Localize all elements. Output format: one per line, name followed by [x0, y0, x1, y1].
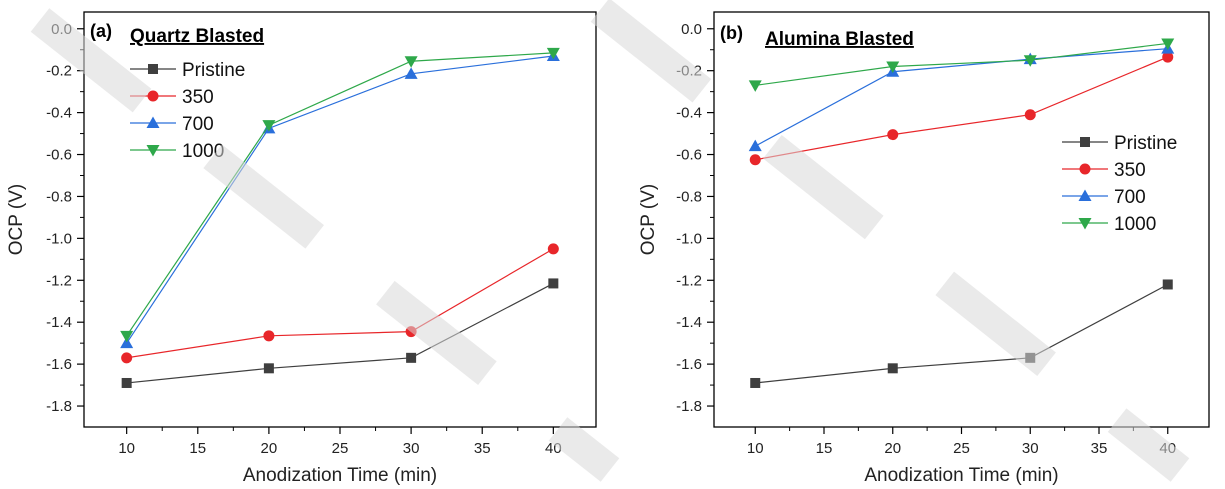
x-tick-label: 35	[1091, 440, 1108, 457]
data-point	[121, 377, 132, 388]
data-point	[263, 330, 275, 342]
panel-label: (a)	[90, 21, 112, 41]
data-point	[887, 129, 899, 141]
series-350	[749, 51, 1174, 166]
panel-title: Quartz Blasted	[130, 26, 264, 47]
y-tick-label: -0.2	[46, 63, 72, 80]
y-tick-label: -1.6	[676, 356, 702, 373]
y-tick-label: -0.8	[676, 188, 702, 205]
y-tick-label: -1.6	[46, 356, 72, 373]
x-tick-label: 15	[189, 440, 206, 457]
legend-marker	[1078, 218, 1092, 230]
panel-label: (b)	[720, 23, 743, 43]
data-point	[748, 80, 762, 92]
y-tick-label: 0.0	[51, 21, 72, 38]
series-line	[755, 283, 1169, 384]
y-tick-label: -0.6	[46, 147, 72, 164]
data-point	[887, 363, 898, 374]
data-point	[1025, 352, 1036, 363]
data-point	[406, 352, 417, 363]
x-tick-label: 10	[747, 440, 764, 457]
y-tick-label: -0.6	[676, 147, 702, 164]
legend-label: 350	[182, 87, 214, 108]
y-tick-label: -1.8	[46, 398, 72, 415]
series-700	[748, 42, 1175, 152]
data-point	[748, 139, 762, 152]
legend-label: 350	[1114, 160, 1146, 181]
y-tick-label: 0.0	[681, 21, 702, 38]
y-tick-label: -0.2	[676, 63, 702, 80]
x-tick-label: 40	[545, 440, 562, 457]
legend-marker	[1078, 189, 1092, 201]
chart-panel-b: 10 15 20 25 30 35 40 0.0 -0.2 -0.4 -0.6 -0.8 -1.0 -1.…	[638, 11, 1210, 486]
series-350	[121, 243, 559, 364]
legend-label: 1000	[182, 141, 224, 162]
series-pristine	[750, 279, 1173, 388]
chart-panel-a: 10 15 20 25 30 35 40 0.0 -0.2 -0.4 -0.6 -0.8 -1.0 -1.…	[6, 11, 597, 486]
data-point	[547, 243, 559, 255]
x-tick-label: 20	[261, 440, 278, 457]
data-point	[750, 377, 761, 388]
x-tick-label: 30	[403, 440, 420, 457]
x-tick-label: 35	[474, 440, 491, 457]
legend: Pristine 350 700 1000	[1062, 133, 1177, 235]
x-tick-label: 25	[953, 440, 970, 457]
x-tick-label: 25	[332, 440, 349, 457]
legend-label: 700	[182, 114, 214, 135]
legend-marker	[148, 64, 158, 74]
legend-marker	[146, 116, 160, 128]
plot-frame	[83, 11, 597, 428]
x-tick-label: 30	[1022, 440, 1039, 457]
x-axis-title: Anodization Time (min)	[864, 465, 1058, 486]
legend-marker	[1079, 163, 1091, 175]
panel-title: Alumina Blasted	[765, 29, 914, 50]
legend-marker	[146, 145, 160, 157]
x-tick-label: 10	[118, 440, 135, 457]
legend-marker	[147, 90, 159, 102]
legend-label: 700	[1114, 187, 1146, 208]
y-tick-label: -1.0	[676, 230, 702, 247]
data-point	[405, 326, 417, 338]
y-axis-title: OCP (V)	[638, 184, 659, 255]
data-point	[263, 363, 274, 374]
x-tick-label: 20	[884, 440, 901, 457]
y-tick-label: -1.2	[676, 272, 702, 289]
x-tick-label: 40	[1159, 440, 1176, 457]
legend-marker	[1080, 137, 1090, 147]
y-tick-label: -1.8	[676, 398, 702, 415]
x-axis-title: Anodization Time (min)	[243, 465, 437, 486]
data-point	[749, 154, 761, 166]
legend-label: Pristine	[1114, 133, 1177, 154]
legend-label: Pristine	[182, 60, 245, 81]
series-line	[755, 56, 1168, 161]
y-tick-label: -1.4	[46, 314, 72, 331]
data-point	[121, 352, 133, 364]
legend: Pristine 350 700 1000	[130, 60, 245, 162]
series-line	[126, 248, 554, 359]
y-tick-label: -0.8	[46, 188, 72, 205]
x-tick-label: 15	[816, 440, 833, 457]
data-point	[404, 56, 418, 68]
y-tick-label: -1.4	[676, 314, 702, 331]
y-axis-title: OCP (V)	[6, 184, 27, 255]
data-point	[1024, 109, 1036, 121]
data-point	[548, 278, 559, 289]
data-point	[1162, 279, 1173, 290]
y-tick-label: -1.0	[46, 230, 72, 247]
legend-label: 1000	[1114, 214, 1156, 235]
y-tick-label: -0.4	[46, 105, 72, 122]
y-tick-label: -0.4	[676, 105, 702, 122]
y-tick-label: -1.2	[46, 272, 72, 289]
